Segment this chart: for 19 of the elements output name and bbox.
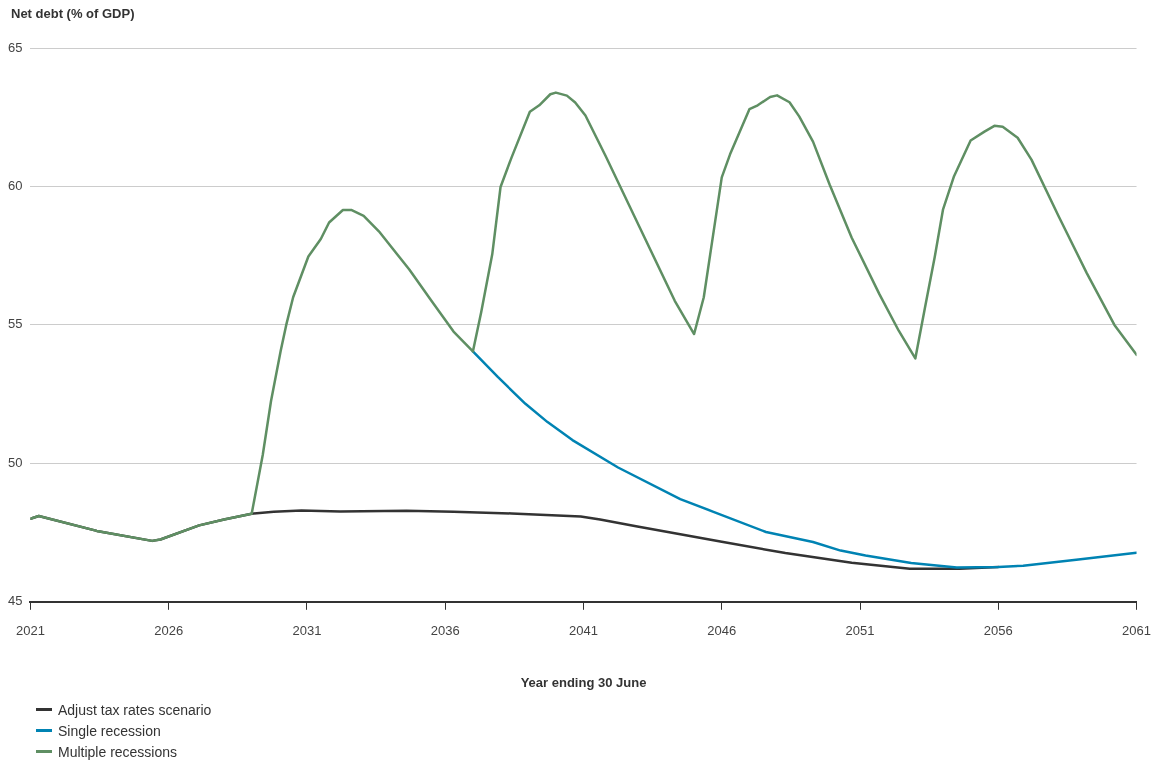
x-tick-label: 2021 — [16, 623, 45, 639]
y-axis-title: Net debt (% of GDP) — [11, 6, 135, 21]
legend-label: Multiple recessions — [58, 743, 178, 760]
x-tick-label: 2056 — [983, 623, 1013, 639]
y-tick-label: 50 — [7, 454, 23, 470]
x-tick-label: 2031 — [292, 623, 322, 639]
x-tick-label: 2051 — [845, 623, 875, 639]
x-tick-label: 2046 — [707, 623, 737, 639]
y-tick-label: 45 — [7, 593, 23, 609]
x-tick-label: 2061 — [1122, 623, 1151, 639]
legend-label: Single recession — [58, 722, 161, 739]
legend-label: Adjust tax rates scenario — [58, 701, 212, 718]
x-axis-title: Year ending 30 June — [520, 674, 647, 690]
y-tick-label: 55 — [7, 316, 23, 332]
x-tick-label: 2036 — [430, 623, 460, 639]
y-tick-label: 60 — [7, 178, 23, 194]
x-tick-label: 2041 — [569, 623, 598, 639]
x-tick-label: 2026 — [154, 623, 184, 639]
y-tick-label: 65 — [7, 39, 23, 55]
